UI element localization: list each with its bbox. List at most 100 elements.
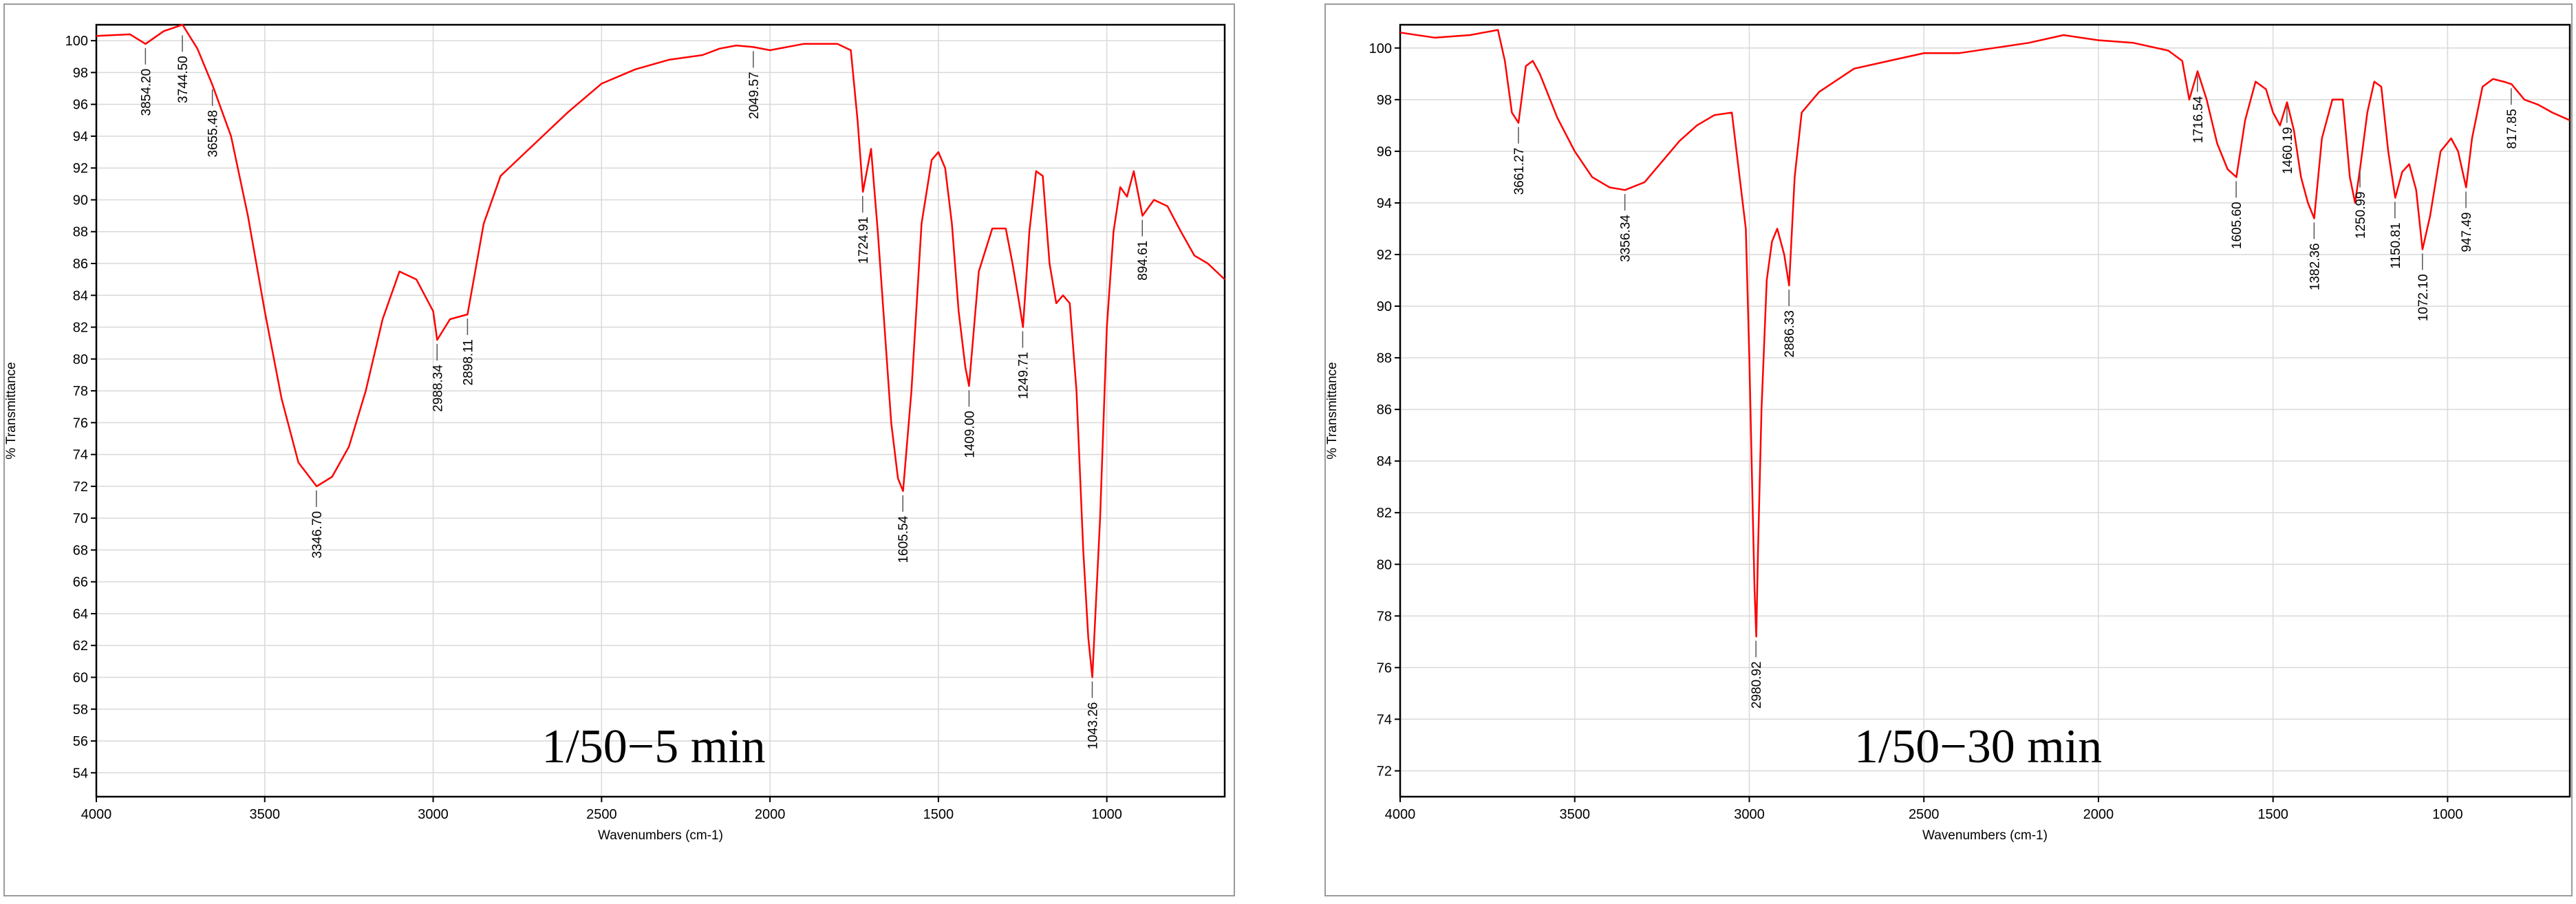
sample-annotation: 1/50−5 min xyxy=(541,720,765,773)
peak-label: 894.61 xyxy=(1136,241,1150,281)
peak-label: 2049.57 xyxy=(747,72,762,119)
y-tick-label: 86 xyxy=(1377,402,1392,418)
x-axis-label: Wavenumbers (cm-1) xyxy=(1922,828,2048,843)
y-tick-label: 64 xyxy=(73,607,88,622)
plot-area-border xyxy=(95,23,1226,798)
y-tick-label: 86 xyxy=(73,257,88,272)
y-tick-label: 54 xyxy=(73,766,88,781)
y-tick-label: 98 xyxy=(73,65,88,80)
y-tick-label: 78 xyxy=(1377,609,1392,624)
y-axis-ticks: 54 56 58 60 62 64 66 68 70 72 74 76 78 80 82 84 86 88 90 92… xyxy=(65,34,96,781)
peak-label: 2980.92 xyxy=(1750,661,1764,709)
peak-label: 1605.60 xyxy=(2230,202,2244,249)
y-tick-label: 90 xyxy=(73,193,88,208)
y-tick-label: 94 xyxy=(1377,196,1392,211)
y-tick-label: 92 xyxy=(73,161,88,176)
peak-label: 1043.26 xyxy=(1086,702,1100,749)
y-tick-label: 82 xyxy=(73,321,88,336)
peak-label: 3356.34 xyxy=(1619,215,1633,262)
y-tick-label: 76 xyxy=(1377,660,1392,676)
y-axis-ticks: 72 74 76 78 80 82 84 86 88 90 92 94 96 98 100 xyxy=(1369,41,1400,779)
y-axis-label: % Transmittance xyxy=(1325,362,1340,460)
peak-label: 1605.54 xyxy=(897,515,911,563)
peak-label: 2988.34 xyxy=(431,365,445,412)
y-tick-label: 90 xyxy=(1377,299,1392,314)
y-tick-label: 76 xyxy=(73,416,88,431)
spectrum-line xyxy=(1399,29,2570,638)
y-tick-label: 88 xyxy=(73,225,88,240)
peak-labels: 3854.20 3744.50 3655.48 3346.70 2988.34 2898.… xyxy=(139,35,1150,749)
x-tick-label: 3000 xyxy=(418,807,449,822)
x-tick-label: 4000 xyxy=(1385,807,1416,822)
y-axis-label: % Transmittance xyxy=(4,362,19,460)
y-tick-label: 70 xyxy=(73,511,88,526)
y-tick-label: 100 xyxy=(1369,41,1392,56)
y-tick-label: 84 xyxy=(1377,454,1392,469)
x-tick-label: 1500 xyxy=(923,807,954,822)
peak-label: 1150.81 xyxy=(2389,222,2403,268)
figure-frame xyxy=(3,3,1235,896)
y-tick-label: 78 xyxy=(73,384,88,399)
peak-label: 2898.11 xyxy=(461,339,475,385)
y-tick-label: 80 xyxy=(1377,557,1392,572)
y-tick-label: 92 xyxy=(1377,248,1392,263)
x-tick-label: 3000 xyxy=(1734,807,1765,822)
spectrum-panel-30min: 72 74 76 78 80 82 84 86 88 90 92 94 96 98 100 4000 3500 3… xyxy=(1321,0,2576,904)
spectrum-line xyxy=(96,23,1225,678)
peak-label: 3854.20 xyxy=(139,69,153,116)
x-tick-label: 4000 xyxy=(81,807,112,822)
peak-label: 1382.36 xyxy=(2308,243,2322,290)
x-axis-ticks: 4000 3500 3000 2500 2000 1500 1000 xyxy=(81,797,1122,822)
y-tick-label: 98 xyxy=(1377,93,1392,108)
ir-spectrum-chart-30min: 72 74 76 78 80 82 84 86 88 90 92 94 96 98 100 4000 3500 3… xyxy=(1324,3,2573,896)
peak-label: 2886.33 xyxy=(1783,310,1797,358)
figure-frame xyxy=(1324,3,2573,896)
plot-grid xyxy=(1399,25,2570,797)
sample-annotation: 1/50−30 min xyxy=(1854,720,2102,773)
y-tick-label: 88 xyxy=(1377,351,1392,366)
peak-label: 3346.70 xyxy=(310,511,325,559)
peak-label: 3744.50 xyxy=(176,56,191,103)
y-tick-label: 74 xyxy=(1377,712,1392,727)
peak-labels: 3661.27 3356.34 2980.92 2886.33 1716.54 1605.… xyxy=(1512,75,2520,709)
y-tick-label: 62 xyxy=(73,638,88,654)
peak-label: 3655.48 xyxy=(206,110,221,158)
y-tick-label: 100 xyxy=(65,34,88,49)
x-tick-label: 2000 xyxy=(755,807,786,822)
x-tick-label: 1000 xyxy=(1091,807,1122,822)
peak-label: 1460.19 xyxy=(2281,127,2295,175)
y-tick-label: 74 xyxy=(73,448,88,463)
peak-label: 1250.99 xyxy=(2354,191,2368,239)
y-tick-label: 72 xyxy=(73,480,88,495)
x-tick-label: 2000 xyxy=(2083,807,2114,822)
peak-label: 817.85 xyxy=(2505,109,2520,149)
y-tick-label: 80 xyxy=(73,352,88,367)
y-tick-label: 84 xyxy=(73,288,88,303)
x-tick-label: 1500 xyxy=(2257,807,2288,822)
x-tick-label: 2500 xyxy=(586,807,617,822)
peak-label: 1072.10 xyxy=(2416,274,2431,321)
spectrum-panel-5min: 54 56 58 60 62 64 66 68 70 72 74 76 78 80 82 84 86 88 90 92… xyxy=(0,0,1238,904)
x-axis-label: Wavenumbers (cm-1) xyxy=(598,828,723,843)
x-tick-label: 1000 xyxy=(2432,807,2463,822)
peak-label: 1716.54 xyxy=(2191,96,2206,143)
y-tick-label: 58 xyxy=(73,702,88,718)
y-tick-label: 96 xyxy=(1377,144,1392,160)
x-axis-ticks: 4000 3500 3000 2500 2000 1500 1000 xyxy=(1385,797,2463,822)
y-tick-label: 96 xyxy=(73,98,88,113)
x-tick-label: 3500 xyxy=(1559,807,1590,822)
y-tick-label: 60 xyxy=(73,670,88,685)
ir-spectrum-chart-5min: 54 56 58 60 62 64 66 68 70 72 74 76 78 80 82 84 86 88 90 92… xyxy=(3,3,1235,896)
y-tick-label: 66 xyxy=(73,575,88,590)
y-tick-label: 72 xyxy=(1377,764,1392,779)
plot-area-border xyxy=(1399,23,2571,798)
y-tick-label: 56 xyxy=(73,734,88,749)
x-tick-label: 2500 xyxy=(1909,807,1940,822)
peak-label: 1409.00 xyxy=(963,411,977,458)
y-tick-label: 82 xyxy=(1377,506,1392,521)
peak-label: 947.49 xyxy=(2460,212,2474,252)
peak-label: 3661.27 xyxy=(1512,148,1527,195)
x-tick-label: 3500 xyxy=(250,807,281,822)
peak-label: 1249.71 xyxy=(1016,352,1031,400)
y-tick-label: 94 xyxy=(73,129,88,144)
